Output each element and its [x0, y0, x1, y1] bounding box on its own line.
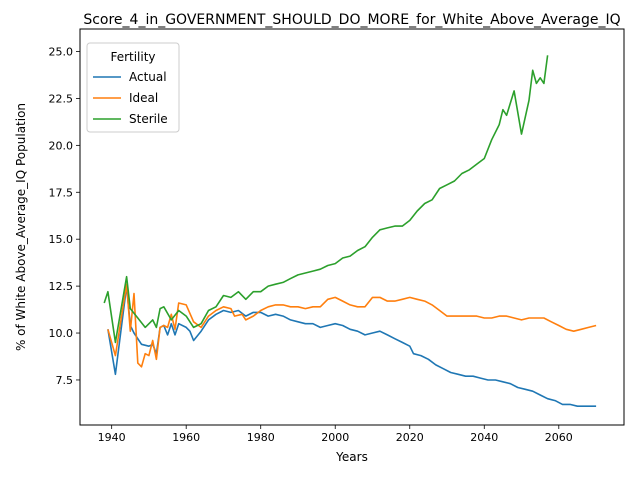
- x-tick-label: 2000: [321, 431, 349, 444]
- y-tick-label: 22.5: [49, 92, 74, 105]
- y-axis-ticks: 7.5 10.0 12.5 15.0 17.5 20.0 22.5 25.0: [49, 46, 80, 387]
- y-tick-label: 12.5: [49, 280, 74, 293]
- legend: Fertility Actual Ideal Sterile: [86, 42, 180, 133]
- legend-box: [86, 42, 180, 133]
- x-tick-label: 1980: [247, 431, 275, 444]
- series-line-actual: [107, 285, 597, 407]
- plot-lines: [103, 55, 597, 407]
- legend-label-ideal: Ideal: [129, 91, 158, 105]
- legend-title: Fertility: [110, 50, 155, 64]
- x-tick-label: 2040: [470, 431, 498, 444]
- x-tick-label: 1940: [98, 431, 126, 444]
- legend-label-actual: Actual: [129, 70, 167, 84]
- x-tick-label: 2060: [545, 431, 573, 444]
- series-line-sterile: [103, 55, 549, 344]
- series-line-ideal: [107, 283, 597, 368]
- legend-items: Actual Ideal Sterile: [93, 70, 168, 126]
- x-tick-label: 2020: [396, 431, 424, 444]
- y-tick-label: 15.0: [49, 233, 74, 246]
- y-tick-label: 25.0: [49, 46, 74, 59]
- legend-label-sterile: Sterile: [129, 112, 168, 126]
- axes-frame: [79, 28, 625, 426]
- y-tick-label: 7.5: [56, 374, 74, 387]
- y-tick-label: 20.0: [49, 139, 74, 152]
- y-tick-label: 17.5: [49, 186, 74, 199]
- y-axis-label: % of White Above_Average_IQ Population: [14, 103, 28, 351]
- x-axis-ticks: 1940 1960 1980 2000 2020 2040 2060: [98, 425, 573, 444]
- x-axis-label: Years: [335, 450, 368, 464]
- y-tick-label: 10.0: [49, 327, 74, 340]
- x-tick-label: 1960: [172, 431, 200, 444]
- chart-title: Score_4_in_GOVERNMENT_SHOULD_DO_MORE_for…: [83, 12, 620, 28]
